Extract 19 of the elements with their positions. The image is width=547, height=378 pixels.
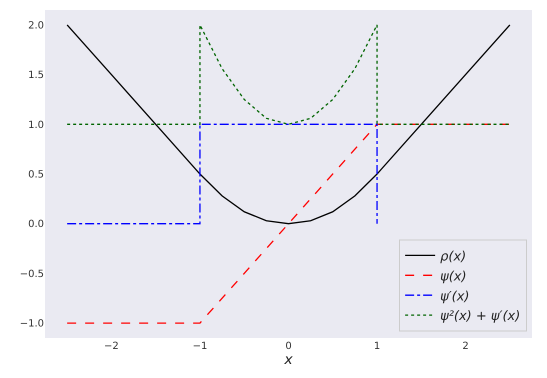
x-tick-label: −1 <box>192 341 208 352</box>
legend-label: ρ(x) <box>440 249 466 264</box>
y-tick-label: −0.5 <box>20 268 44 280</box>
y-tick-label: 2.0 <box>28 20 44 32</box>
y-tick-label: 0.5 <box>28 170 44 180</box>
y-tick-label: −1.0 <box>20 318 44 330</box>
x-tick-label: −2 <box>104 341 119 352</box>
legend-label: ψ²(x) + ψ′(x) <box>440 309 520 324</box>
line-series <box>66 24 511 125</box>
y-tick-label: 1.5 <box>28 70 44 82</box>
legend-label: ψ′(x) <box>440 289 470 304</box>
y-tick-label: 1.0 <box>28 120 44 131</box>
x-tick-label: 2 <box>462 341 469 352</box>
y-tick-label: 0.0 <box>28 219 44 230</box>
x-tick-label: 0 <box>285 341 292 352</box>
line-series <box>66 24 511 224</box>
legend-label: ψ(x) <box>440 269 467 284</box>
x-tick-label: 1 <box>374 341 380 352</box>
x-axis-title: x <box>283 352 294 368</box>
